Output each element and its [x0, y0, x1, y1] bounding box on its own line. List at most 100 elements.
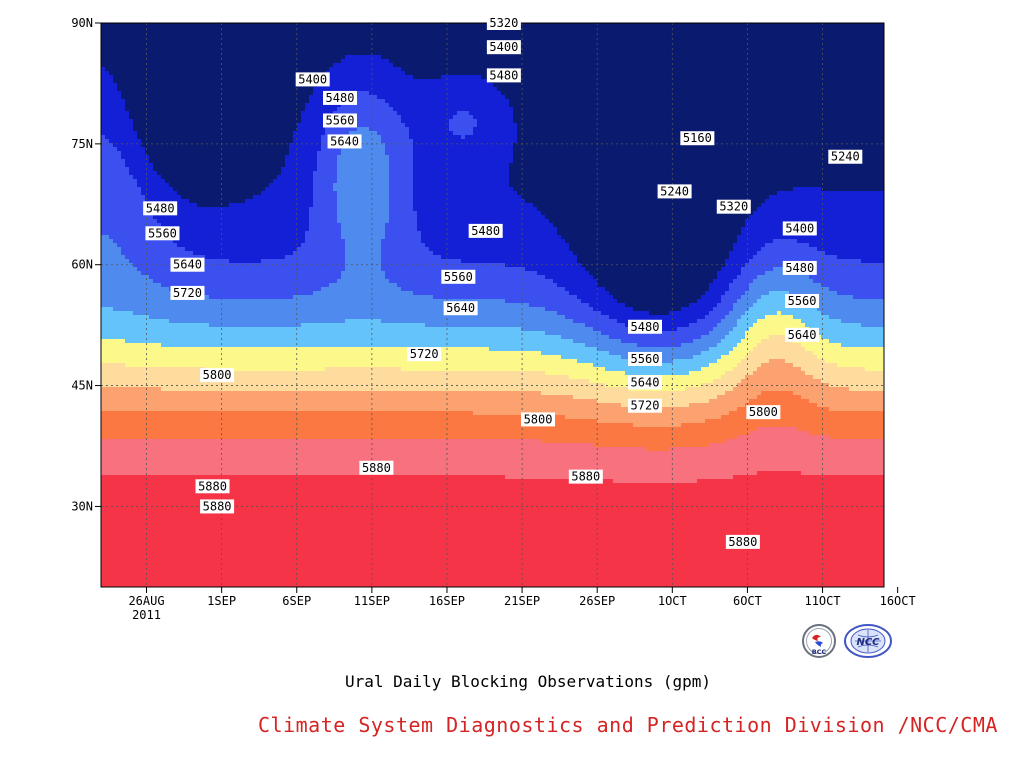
contour-cell [409, 107, 414, 112]
contour-cell [601, 75, 606, 80]
contour-cell [781, 107, 786, 112]
contour-cell [785, 23, 790, 28]
contour-cell [761, 35, 766, 40]
contour-cell [397, 31, 402, 36]
contour-cell [821, 59, 826, 64]
contour-cell [689, 103, 694, 108]
contour-cell [257, 55, 262, 60]
contour-cell [289, 107, 294, 112]
contour-cell [689, 75, 694, 80]
contour-cell [609, 103, 614, 108]
contour-cell [353, 103, 358, 108]
contour-cell [265, 47, 270, 52]
contour-cell [189, 111, 194, 116]
contour-cell [337, 75, 342, 80]
contour-cell [589, 55, 594, 60]
contour-cell [461, 39, 466, 44]
contour-cell [473, 95, 478, 100]
contour-cell [789, 39, 794, 44]
contour-cell [621, 27, 626, 32]
contour-cell [317, 103, 322, 108]
contour-cell [105, 43, 110, 48]
contour-cell [417, 83, 422, 88]
contour-cell [241, 27, 246, 32]
contour-cell [149, 107, 154, 112]
contour-cell [477, 23, 482, 28]
contour-cell [857, 119, 862, 124]
contour-cell [573, 87, 578, 92]
contour-cell [217, 115, 222, 120]
contour-cell [633, 79, 638, 84]
contour-cell [705, 23, 710, 28]
contour-cell [249, 87, 254, 92]
contour-cell [801, 63, 806, 68]
contour-cell [193, 111, 198, 116]
contour-cell [713, 87, 718, 92]
contour-cell [873, 79, 878, 84]
contour-cell [457, 31, 462, 36]
contour-cell [725, 59, 730, 64]
contour-cell [649, 91, 654, 96]
contour-cell [305, 115, 310, 120]
contour-cell [205, 71, 210, 76]
contour-cell [169, 43, 174, 48]
contour-cell [681, 23, 686, 28]
contour-cell [301, 107, 306, 112]
contour-cell [737, 63, 742, 68]
contour-cell [157, 95, 162, 100]
contour-cell [177, 83, 182, 88]
contour-cell [277, 59, 282, 64]
contour-cell [569, 79, 574, 84]
contour-cell [665, 31, 670, 36]
contour-cell [657, 23, 662, 28]
contour-cell [625, 47, 630, 52]
contour-cell [477, 35, 482, 40]
contour-cell [681, 83, 686, 88]
contour-cell [437, 75, 442, 80]
contour-cell [221, 75, 226, 80]
contour-cell [121, 39, 126, 44]
contour-cell [861, 103, 866, 108]
contour-cell [493, 83, 498, 88]
contour-cell [569, 43, 574, 48]
contour-cell [325, 39, 330, 44]
contour-cell [313, 47, 318, 52]
contour-cell [637, 91, 642, 96]
contour-cell [661, 67, 666, 72]
contour-cell [533, 107, 538, 112]
contour-cell [633, 115, 638, 120]
contour-cell [197, 87, 202, 92]
contour-cell [185, 51, 190, 56]
contour-cell [873, 83, 878, 88]
contour-cell [373, 83, 378, 88]
contour-cell [773, 67, 778, 72]
contour-cell [461, 27, 466, 32]
contour-cell [469, 59, 474, 64]
contour-cell [773, 35, 778, 40]
contour-cell [421, 99, 426, 104]
contour-cell [565, 71, 570, 76]
contour-cell [265, 31, 270, 36]
contour-cell [877, 55, 882, 60]
contour-cell [229, 103, 234, 108]
contour-cell [793, 35, 798, 40]
contour-cell [833, 27, 838, 32]
contour-cell [441, 59, 446, 64]
contour-cell [821, 95, 826, 100]
contour-cell [161, 51, 166, 56]
contour-cell [637, 83, 642, 88]
contour-cell [589, 115, 594, 120]
contour-cell [149, 119, 154, 124]
contour-cell [253, 75, 258, 80]
contour-cell [381, 51, 386, 56]
contour-cell [385, 43, 390, 48]
contour-cell [741, 35, 746, 40]
contour-cell [505, 59, 510, 64]
contour-cell [521, 83, 526, 88]
contour-cell [125, 39, 130, 44]
contour-cell [165, 39, 170, 44]
contour-cell [685, 103, 690, 108]
contour-cell [585, 51, 590, 56]
contour-cell [637, 35, 642, 40]
contour-cell [569, 23, 574, 28]
